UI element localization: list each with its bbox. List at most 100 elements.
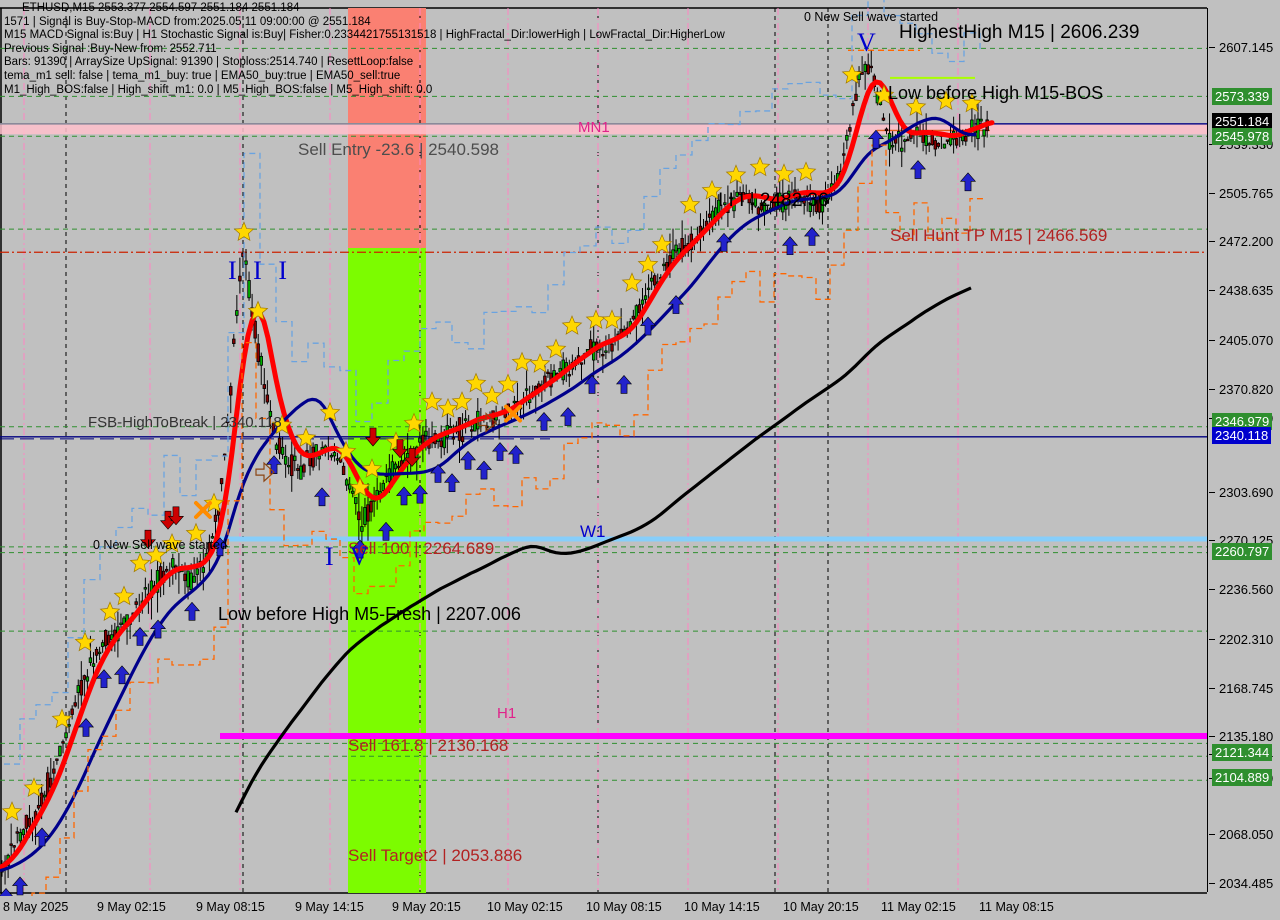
price-badge-green: 2104.889 [1212, 769, 1273, 786]
price-tick [1209, 492, 1215, 493]
info-line-3: Previous Signal :Buy-New from: 2552.711 [4, 42, 217, 55]
wave-label-new-sell-top: 0 New Sell wave started [804, 10, 939, 24]
time-axis-label: 10 May 14:15 [684, 900, 760, 914]
wave-label-v: V [857, 28, 881, 57]
buy-star-signal [295, 427, 317, 448]
price-tick [1209, 736, 1215, 737]
chart-plot-area[interactable] [0, 0, 1207, 896]
buy-arrow-up [395, 486, 413, 506]
buy-arrow-up [959, 172, 977, 192]
tf-label-h1: H1 [497, 705, 517, 722]
buy-star-signal [481, 385, 503, 405]
buy-arrow-up [491, 442, 509, 461]
buy-arrow-up [715, 232, 733, 252]
price-tick [1209, 540, 1215, 541]
buy-star-signal [437, 397, 459, 418]
symbol-ohlc-line: ETHUSD,M15 2553.377 2554.597 2551.184 25… [22, 2, 300, 14]
wave-label-iii-2482: I I I | 2482.36 [718, 190, 829, 211]
level-label-highest-high: HighestHigh M15 | 2606.239 [899, 22, 1140, 43]
buy-star-signal [749, 156, 771, 177]
buy-star-signal [773, 163, 795, 184]
price-badge-green: 2545.978 [1212, 128, 1273, 145]
buy-star-signal [873, 84, 895, 105]
buy-zone-rect [348, 248, 426, 893]
buy-arrow-up [411, 484, 429, 504]
level-label-sell-target2: Sell Target2 | 2053.886 [348, 846, 523, 865]
buy-star-signal [319, 401, 341, 422]
level-label-fsb-high-to-break: FSB-HighToBreak | 2340.118 [88, 414, 282, 431]
fractal-channel-upper [4, 0, 981, 765]
buy-star-signal [161, 532, 183, 553]
price-badge-green: 2346.979 [1212, 413, 1273, 430]
price-axis-label: 2202.310 [1219, 632, 1274, 647]
buy-star-signal [795, 161, 817, 182]
price-tick [1209, 834, 1215, 835]
buy-arrow-up [113, 665, 131, 685]
price-tick [1209, 340, 1215, 341]
price-tick [1209, 883, 1215, 884]
time-axis-label: 9 May 08:15 [196, 900, 265, 914]
info-line-4: Bars: 91390 | ArraySize UpSignal: 91390 … [4, 56, 414, 69]
buy-star-signal [129, 552, 151, 573]
buy-star-signal [185, 522, 207, 543]
buy-star-signal [651, 233, 673, 254]
buy-star-signal [679, 193, 701, 214]
time-axis-label: 10 May 20:15 [783, 900, 859, 914]
level-label-low-before-high-m15: Low before High M15-BOS [888, 83, 1104, 103]
buy-arrow-up [459, 450, 477, 470]
price-axis-label: 2135.180 [1219, 729, 1274, 744]
buy-star-signal [621, 272, 643, 293]
buy-arrow-up [11, 876, 29, 896]
buy-arrow-up [211, 537, 229, 557]
buy-star-signal [451, 391, 473, 411]
sell-arrow-down [403, 448, 421, 467]
tf-label-mn1: MN1 [578, 119, 610, 136]
buy-star-signal [511, 351, 533, 372]
time-axis-label: 10 May 08:15 [586, 900, 662, 914]
info-line-2: M15 MACD Signal is:Buy | H1 Stochastic S… [4, 29, 725, 42]
buy-star-signal [701, 179, 723, 200]
price-axis-label: 2034.485 [1219, 876, 1274, 891]
price-axis-label: 2168.745 [1219, 681, 1274, 696]
buy-star-signal [561, 315, 583, 335]
buy-arrow-up [443, 473, 461, 493]
price-axis-label: 2472.200 [1219, 234, 1274, 249]
tf-label-w1: W1 [580, 522, 606, 541]
wave-label-iv: I V [325, 542, 374, 571]
buy-arrow-up [77, 718, 95, 737]
buy-arrow-up [265, 455, 283, 475]
sell-arrow-down [167, 506, 185, 526]
buy-star-signal [529, 353, 551, 373]
price-tick [1209, 47, 1215, 48]
price-tick [1209, 193, 1215, 194]
fractal-channel-lower [31, 144, 985, 896]
buy-arrow-up [95, 669, 113, 689]
time-axis-label: 11 May 02:15 [881, 900, 956, 914]
price-badge-blue: 2340.118 [1212, 427, 1272, 444]
buy-arrow-up [0, 888, 13, 896]
buy-star-signal [961, 92, 983, 113]
buy-arrow-up [507, 445, 525, 464]
time-axis[interactable]: 8 May 2025 9 May 02:15 9 May 08:15 9 May 14… [0, 896, 1280, 920]
ema50-line [0, 116, 977, 873]
price-axis-label: 2505.765 [1219, 186, 1274, 201]
buy-arrow-up [475, 460, 493, 480]
time-axis-label: 10 May 02:15 [487, 900, 563, 914]
buy-arrow-up [313, 487, 331, 507]
buy-star-signal [905, 96, 927, 116]
buy-star-signal [545, 338, 567, 359]
price-badge-green: 2121.344 [1212, 744, 1273, 761]
price-axis-label: 2303.690 [1219, 485, 1274, 500]
exit-cross-marker [504, 404, 522, 423]
buy-star-signal [203, 492, 225, 513]
price-axis[interactable]: 2607.145 2505.765 2472.200 2438.635 2405.070… [1207, 0, 1280, 896]
buy-star-signal [271, 414, 293, 435]
info-line-6: M1_High_BOS:false | High_shift_m1: 0.0 |… [4, 83, 433, 96]
time-axis-label: 9 May 02:15 [97, 900, 166, 914]
buy-star-signal [247, 300, 269, 321]
price-badge-black: 2551.184 [1212, 113, 1273, 130]
price-tick [1209, 241, 1215, 242]
buy-star-signal [233, 221, 255, 242]
price-tick [1209, 290, 1215, 291]
buy-star-signal [113, 585, 135, 606]
